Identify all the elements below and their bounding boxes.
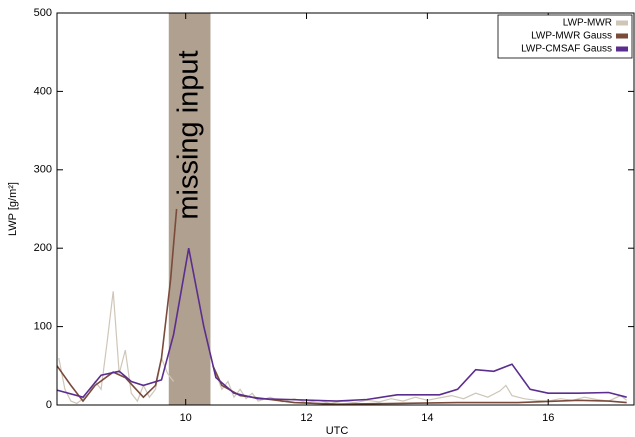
x-tick-label: 16: [542, 412, 554, 424]
y-tick-label: 100: [34, 321, 52, 333]
legend-box: [497, 14, 633, 59]
y-tick-label: 400: [34, 85, 52, 97]
plot-frame: [56, 12, 635, 406]
missing-band: [168, 13, 211, 405]
legend-label: LWP-MWR Gauss: [531, 31, 612, 42]
y-tick-label: 200: [34, 242, 52, 254]
legend-swatch: [616, 20, 628, 26]
x-tick-label: 12: [300, 412, 312, 424]
y-tick-label: 500: [34, 7, 52, 19]
y-tick-label: 300: [34, 164, 52, 176]
legend-label: LWP-MWR: [563, 18, 612, 29]
y-axis-label: LWP [g/m²]: [7, 182, 19, 236]
legend-swatch: [616, 33, 628, 39]
series-line: [58, 291, 628, 405]
x-tick-label: 14: [421, 412, 433, 424]
legend-swatch: [616, 46, 628, 52]
x-axis-label: UTC: [326, 425, 349, 437]
series-line: [56, 248, 627, 402]
x-tick-label: 10: [180, 412, 192, 424]
legend-label: LWP-CMSAF Gauss: [521, 44, 612, 55]
annotation-text: missing input: [172, 50, 204, 219]
y-tick-label: 0: [46, 399, 52, 411]
series-line: [56, 208, 627, 406]
